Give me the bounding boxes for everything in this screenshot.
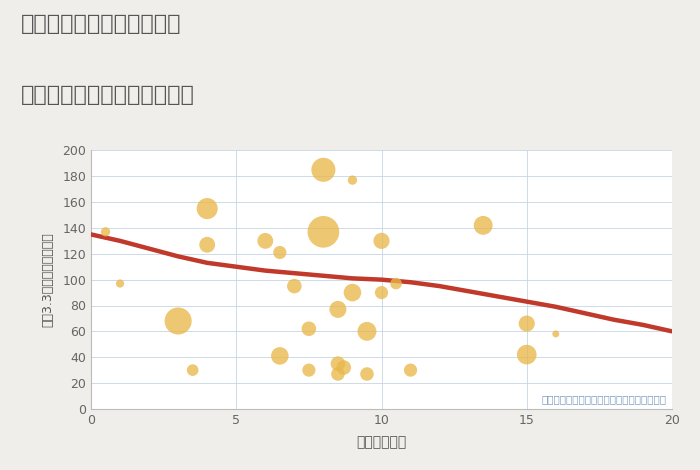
Point (303, 325, 314, 333)
Point (114, 280, 126, 287)
Point (172, 317, 183, 325)
Point (202, 241, 213, 249)
Text: 駅距離別中古マンション価格: 駅距離別中古マンション価格 (21, 85, 195, 105)
Point (274, 352, 286, 360)
Point (346, 176, 358, 184)
Text: 円の大きさは、取引のあった物件面積を示す: 円の大きさは、取引のあった物件面積を示す (541, 394, 666, 404)
Point (303, 367, 314, 374)
Y-axis label: 坪（3.3㎡）単価（万円）: 坪（3.3㎡）単価（万円） (41, 232, 54, 327)
Point (521, 320, 532, 327)
Point (376, 289, 387, 296)
Point (477, 222, 489, 229)
Text: 兵庫県豊岡市但東町小坂の: 兵庫県豊岡市但東町小坂の (21, 14, 181, 34)
Point (338, 364, 349, 371)
Point (376, 237, 387, 244)
Point (346, 289, 358, 296)
Point (318, 166, 329, 173)
Point (318, 228, 329, 235)
X-axis label: 駅距離（分）: 駅距離（分） (356, 435, 407, 449)
Point (361, 370, 372, 378)
Point (332, 370, 344, 378)
Point (332, 360, 344, 368)
Point (274, 249, 286, 256)
Point (260, 237, 271, 244)
Point (202, 205, 213, 212)
Point (521, 351, 532, 358)
Point (405, 367, 416, 374)
Point (391, 280, 402, 287)
Point (332, 306, 344, 313)
Point (289, 282, 300, 290)
Point (187, 367, 198, 374)
Point (100, 228, 111, 235)
Point (550, 330, 561, 337)
Point (361, 328, 372, 335)
